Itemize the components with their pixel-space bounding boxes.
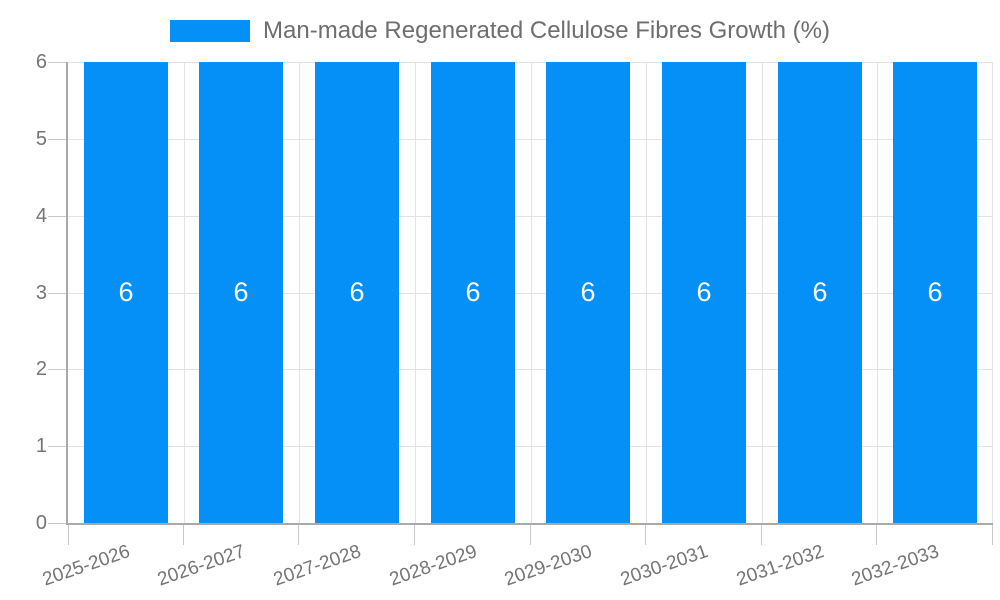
bar-value-label: 6 bbox=[696, 277, 712, 307]
bar[interactable]: 6 bbox=[893, 62, 977, 523]
y-gridline bbox=[68, 62, 993, 63]
bar[interactable]: 6 bbox=[315, 62, 399, 523]
x-gridline bbox=[531, 62, 532, 523]
x-axis-tick-label: 2032-2033 bbox=[849, 541, 942, 591]
bar-value-label: 6 bbox=[118, 277, 134, 307]
y-axis-tick-label: 6 bbox=[35, 51, 47, 73]
y-axis-tick-label: 4 bbox=[35, 205, 47, 227]
y-tick-mark bbox=[48, 293, 66, 294]
x-axis-tick-label: 2029-2030 bbox=[502, 541, 595, 591]
y-axis-tick-label: 3 bbox=[35, 282, 47, 304]
x-axis-tick-label: 2030-2031 bbox=[618, 541, 711, 591]
y-axis-tick-label: 0 bbox=[35, 512, 47, 534]
x-axis-line bbox=[66, 523, 993, 525]
y-tick-mark bbox=[48, 216, 66, 217]
bar-value-label: 6 bbox=[349, 277, 365, 307]
x-gridline bbox=[992, 62, 993, 523]
legend-swatch bbox=[170, 20, 251, 42]
y-axis-tick-label: 5 bbox=[35, 128, 47, 150]
x-axis-tick-label: 2027-2028 bbox=[271, 541, 364, 591]
x-tick-mark bbox=[414, 525, 415, 545]
x-tick-mark bbox=[530, 525, 531, 545]
bar-value-label: 6 bbox=[233, 277, 249, 307]
x-axis-tick-label: 2026-2027 bbox=[155, 541, 248, 591]
x-gridline bbox=[415, 62, 416, 523]
y-tick-mark bbox=[48, 523, 66, 524]
bar-value-label: 6 bbox=[927, 277, 943, 307]
plot-area: 6 6 6 6 6 6 6 6 bbox=[48, 62, 993, 545]
x-tick-mark bbox=[761, 525, 762, 545]
x-axis-tick-label: 2031-2032 bbox=[734, 541, 827, 591]
y-tick-mark bbox=[48, 139, 66, 140]
x-gridline bbox=[184, 62, 185, 523]
x-gridline bbox=[877, 62, 878, 523]
x-axis-tick-label: 2025-2026 bbox=[40, 541, 133, 591]
x-gridline bbox=[299, 62, 300, 523]
bar[interactable]: 6 bbox=[431, 62, 515, 523]
y-gridline bbox=[68, 446, 993, 447]
bar[interactable]: 6 bbox=[778, 62, 862, 523]
x-tick-mark bbox=[992, 525, 993, 545]
x-tick-mark bbox=[645, 525, 646, 545]
y-gridline bbox=[68, 369, 993, 370]
x-tick-mark bbox=[298, 525, 299, 545]
y-gridline bbox=[68, 139, 993, 140]
y-tick-mark bbox=[48, 369, 66, 370]
bar[interactable]: 6 bbox=[546, 62, 630, 523]
x-axis-tick-label: 2028-2029 bbox=[387, 541, 480, 591]
x-tick-mark bbox=[876, 525, 877, 545]
x-tick-mark bbox=[183, 525, 184, 545]
bar-value-label: 6 bbox=[465, 277, 481, 307]
x-gridline bbox=[646, 62, 647, 523]
y-axis-line bbox=[66, 62, 68, 525]
bar[interactable]: 6 bbox=[199, 62, 283, 523]
y-gridline bbox=[68, 216, 993, 217]
bar-value-label: 6 bbox=[580, 277, 596, 307]
y-axis-tick-label: 2 bbox=[35, 358, 47, 380]
y-axis-tick-label: 1 bbox=[35, 435, 47, 457]
y-tick-mark bbox=[48, 446, 66, 447]
bar-value-label: 6 bbox=[812, 277, 828, 307]
y-gridline bbox=[68, 293, 993, 294]
y-tick-mark bbox=[48, 62, 66, 63]
bar[interactable]: 6 bbox=[84, 62, 168, 523]
chart-legend[interactable]: Man-made Regenerated Cellulose Fibres Gr… bbox=[0, 16, 1000, 46]
x-tick-mark bbox=[68, 525, 69, 545]
x-gridline bbox=[762, 62, 763, 523]
legend-label: Man-made Regenerated Cellulose Fibres Gr… bbox=[263, 17, 830, 44]
bar[interactable]: 6 bbox=[662, 62, 746, 523]
